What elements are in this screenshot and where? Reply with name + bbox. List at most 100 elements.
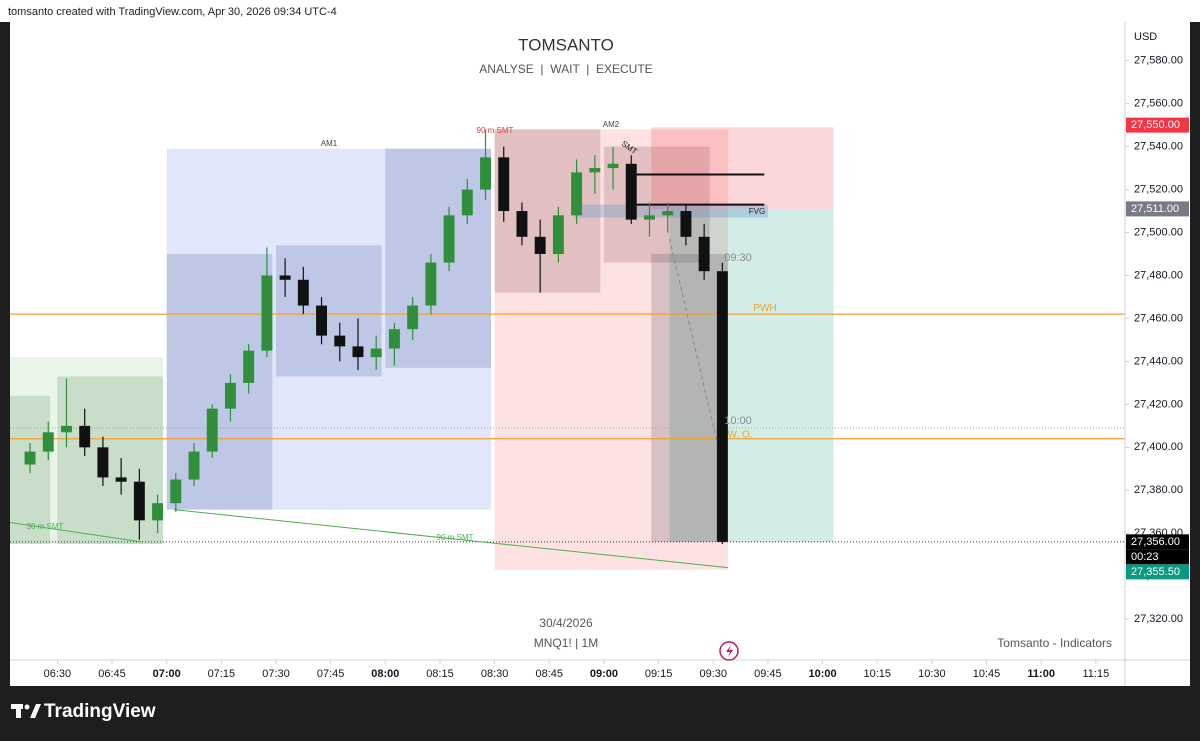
candle-body — [152, 503, 164, 521]
zone — [651, 127, 834, 209]
date-label: 30/4/2026 — [539, 616, 593, 630]
level-label: W. O. — [728, 429, 753, 440]
candle-body — [461, 189, 473, 216]
y-tick-label: 27,320.00 — [1134, 613, 1183, 625]
annotation: 90 m SMT — [477, 126, 514, 135]
candle-body — [716, 271, 728, 542]
x-tick-label: 11:15 — [1082, 668, 1109, 680]
replay-bolt — [726, 645, 733, 657]
top-bar — [0, 0, 1200, 22]
x-tick-label: 08:00 — [371, 668, 399, 680]
x-tick-label: 06:45 — [98, 668, 126, 680]
chart-subtitle: ANALYSE | WAIT | EXECUTE — [479, 62, 652, 76]
level-label: PWH — [753, 303, 776, 314]
candle-body — [170, 479, 182, 504]
caption: tomsanto created with TradingView.com, A… — [8, 6, 337, 18]
candle-body — [206, 408, 218, 452]
x-tick-label: 07:00 — [153, 668, 181, 680]
candle-body — [316, 305, 328, 336]
y-tick-label: 27,440.00 — [1134, 355, 1183, 367]
candle-body — [571, 172, 583, 216]
candle-body — [698, 236, 710, 272]
x-tick-label: 07:45 — [317, 668, 345, 680]
candle-body — [589, 168, 601, 173]
candle-body — [352, 346, 364, 358]
candle-body — [224, 382, 236, 409]
candle-body — [407, 305, 419, 330]
zone — [166, 148, 491, 510]
candle-body — [425, 262, 437, 306]
price-label-box — [1126, 117, 1189, 133]
zone — [494, 129, 601, 293]
candle-body — [534, 236, 546, 254]
price-label: 27,550.00 — [1131, 119, 1180, 131]
x-tick-label: 10:45 — [973, 668, 1001, 680]
candle-body — [443, 215, 455, 263]
candle-body — [297, 279, 309, 306]
y-tick-label: 27,560.00 — [1134, 98, 1183, 110]
annotation: 09:30 — [724, 252, 752, 264]
candle-body — [552, 215, 564, 254]
trend-line — [173, 509, 728, 569]
x-tick-label: 08:30 — [481, 668, 509, 680]
candle-body — [480, 157, 491, 190]
y-tick-label: 27,520.00 — [1134, 183, 1183, 195]
candle-body — [261, 275, 273, 351]
candle-body — [607, 163, 619, 169]
symbol-label: MNQ1! | 1M — [534, 636, 598, 650]
countdown-box — [1126, 549, 1189, 565]
candle-body — [97, 447, 109, 478]
candle-body — [79, 425, 91, 448]
y-tick-label: 27,540.00 — [1134, 140, 1183, 152]
candle-body — [133, 481, 145, 521]
y-tick-label: 27,500.00 — [1134, 226, 1183, 238]
x-tick-label: 11:00 — [1027, 668, 1055, 680]
trend-line — [9, 522, 142, 543]
zone — [494, 129, 728, 570]
candle-body — [24, 451, 36, 465]
price-label: 27,355.50 — [1131, 566, 1180, 578]
x-tick-label: 09:00 — [590, 668, 618, 680]
candle-body — [644, 215, 655, 220]
price-label-box — [1126, 201, 1189, 217]
annotation: FVG — [749, 207, 765, 216]
indicator-credit: Tomsanto - Indicators — [997, 636, 1112, 650]
countdown: 00:23 — [1131, 551, 1159, 563]
chart-title: TOMSANTO — [518, 35, 614, 54]
price-label-box — [1126, 564, 1189, 580]
zone — [651, 254, 728, 542]
annotation: 30 m SMT — [27, 522, 64, 531]
x-tick-label: 06:30 — [44, 668, 72, 680]
x-tick-label: 09:15 — [645, 668, 673, 680]
x-tick-label: 08:45 — [536, 668, 564, 680]
price-label-box — [1126, 534, 1189, 550]
candle-body — [370, 348, 382, 358]
annotation: 10:00 — [724, 415, 752, 427]
brand: TradingView — [44, 701, 156, 722]
y-tick-label: 27,460.00 — [1134, 312, 1183, 324]
candle-body — [61, 425, 72, 433]
candle-body — [279, 275, 291, 280]
zone — [385, 148, 491, 368]
x-tick-label: 08:15 — [426, 668, 454, 680]
annotation: AM2 — [603, 120, 620, 129]
x-tick-label: 09:30 — [699, 668, 727, 680]
zone — [57, 376, 164, 544]
candle-body — [498, 157, 510, 212]
y-tick-label: 27,380.00 — [1134, 484, 1183, 496]
candle-body — [680, 211, 692, 237]
zone — [669, 208, 834, 542]
y-tick-label: 27,480.00 — [1134, 269, 1183, 281]
candle-body — [243, 350, 255, 383]
currency: USD — [1134, 31, 1157, 43]
price-label: 27,511.00 — [1131, 203, 1179, 215]
x-tick-label: 10:00 — [808, 668, 836, 680]
replay-icon[interactable] — [719, 641, 739, 661]
x-tick-label: 07:15 — [208, 668, 236, 680]
x-tick-label: 10:30 — [918, 668, 946, 680]
y-tick-label: 27,400.00 — [1134, 441, 1183, 453]
candle-body — [334, 335, 346, 347]
candle-body — [188, 451, 200, 480]
x-tick-label: 10:15 — [863, 668, 891, 680]
